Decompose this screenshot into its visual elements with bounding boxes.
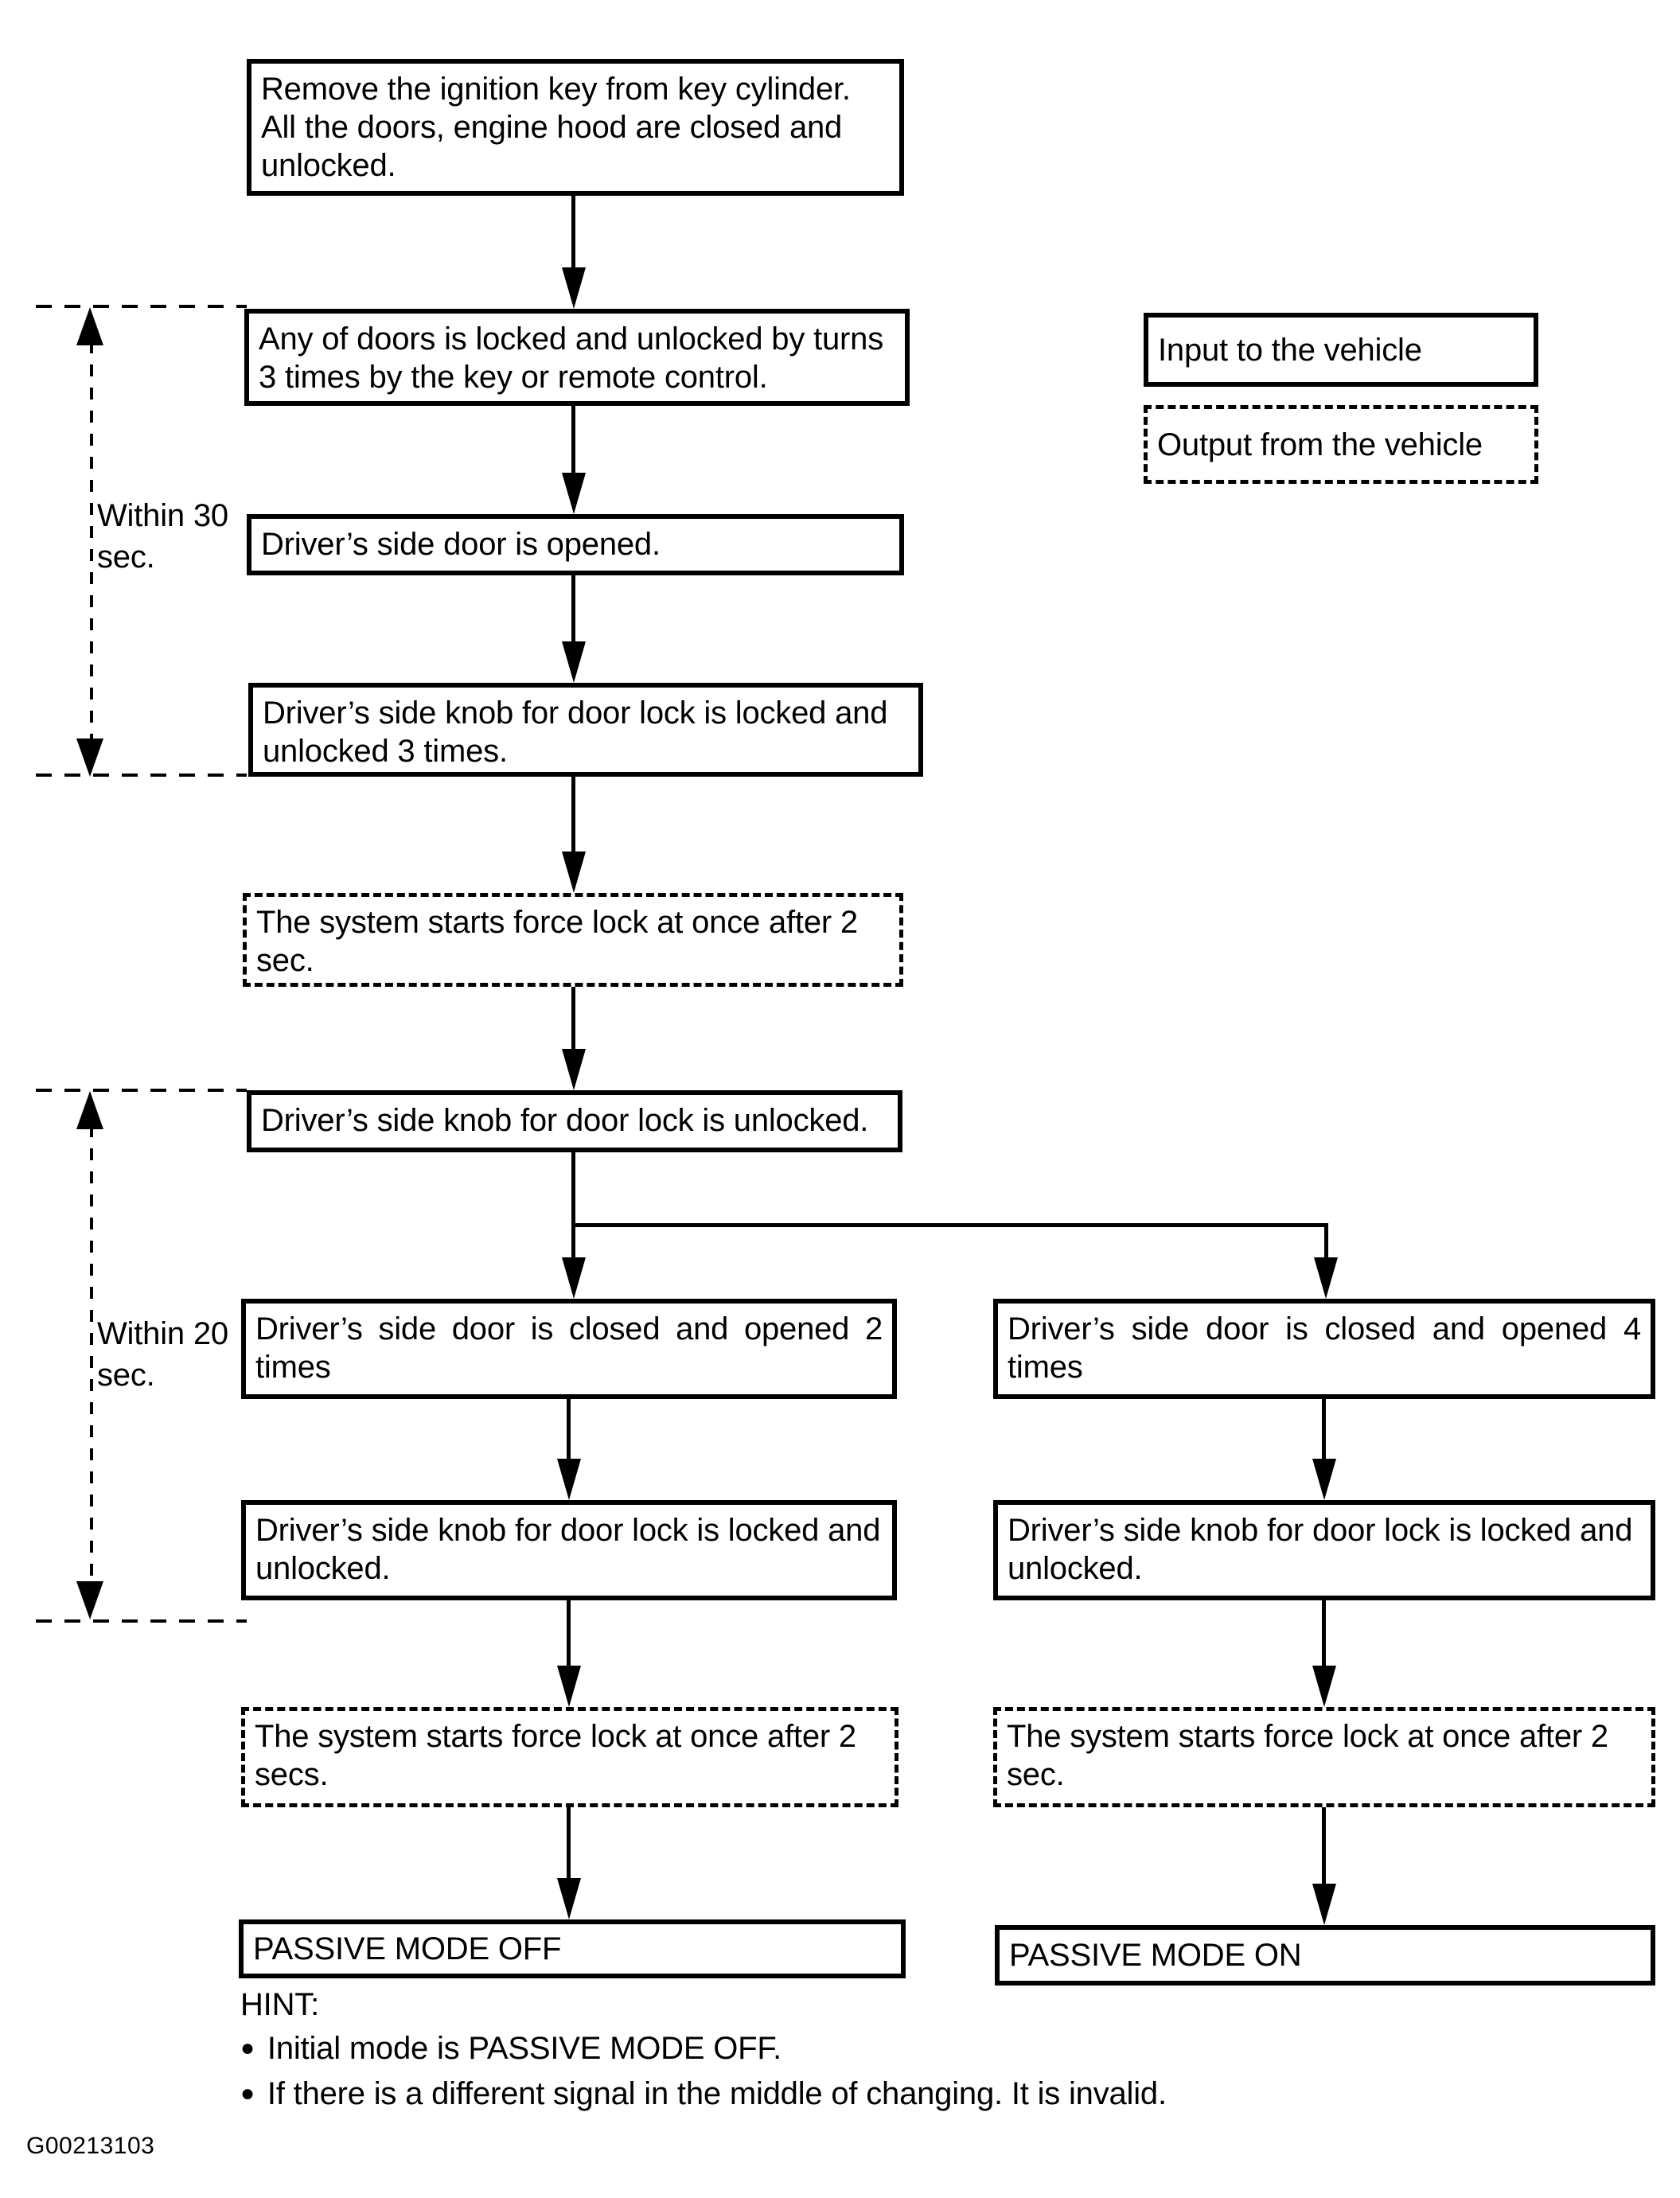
node-door-closed-opened-2-times: Driver’s side door is closed and opened … [241,1299,897,1399]
flow-arrowhead-icon [562,1049,586,1090]
node-force-lock-2sec: The system starts force lock at once aft… [243,893,903,987]
bracket-arrow-up-icon [76,307,103,345]
flow-arrowhead-icon [557,1878,581,1919]
hint-title: HINT: [240,1987,320,2022]
passive-mode-on-label: PASSIVE MODE ON [1009,1938,1302,1973]
hint-bullet: ● If there is a different signal in the m… [240,2076,1167,2112]
node-passive-mode-off: PASSIVE MODE OFF [239,1919,906,1978]
bracket-30-vertical-line [90,318,93,748]
flow-arrowhead-icon [562,1257,586,1299]
flow-arrowhead-icon [562,641,586,683]
hint-bullet: ● Initial mode is PASSIVE MODE OFF. [240,2031,782,2067]
legend-input-label: Input to the vehicle [1158,332,1422,368]
flow-arrowhead-icon [562,852,586,893]
connector-line [1322,1600,1326,1669]
flow-arrowhead-icon [557,1459,581,1500]
bracket-arrow-down-icon [76,739,103,777]
branch-left-line [571,1223,575,1261]
node-door-closed-opened-4-times: Driver’s side door is closed and opened … [993,1299,1655,1399]
branch-right-line [1324,1223,1328,1261]
legend-output-box: Output from the vehicle [1144,405,1538,484]
bracket-20-top-line [36,1089,247,1092]
node-force-lock-2sec-right: The system starts force lock at once aft… [993,1707,1655,1807]
flow-arrowhead-icon [1312,1666,1336,1707]
node-remove-key: Remove the ignition key from key cylinde… [247,59,904,196]
node-door-opened: Driver’s side door is opened. [247,514,904,575]
node-knob-unlocked: Driver’s side knob for door lock is unlo… [247,1090,902,1152]
flow-arrowhead-icon [1312,1884,1336,1925]
bracket-30-bottom-line [36,774,247,777]
branch-stem-line [571,1152,575,1226]
connector-line [571,406,575,476]
flow-arrowhead-icon [557,1666,581,1707]
connector-line [571,575,575,645]
node-passive-mode-on: PASSIVE MODE ON [995,1925,1655,1986]
legend-output-label: Output from the vehicle [1157,427,1483,462]
connector-line [567,1399,571,1462]
bracket-20-bottom-line [36,1619,247,1623]
connector-line [571,987,575,1052]
connector-line [567,1807,571,1881]
hint-bullet-text: If there is a different signal in the mi… [267,2076,1167,2111]
bullet-icon: ● [240,2035,255,2061]
flow-arrowhead-icon [562,267,586,309]
passive-mode-off-label: PASSIVE MODE OFF [253,1931,562,1966]
legend-input-box: Input to the vehicle [1144,313,1538,387]
node-knob-locked-unlocked-right: Driver’s side knob for door lock is lock… [993,1500,1655,1600]
flow-arrowhead-icon [562,473,586,514]
bullet-icon: ● [240,2080,255,2106]
connector-line [1322,1399,1326,1462]
branch-horizontal-line [571,1223,1328,1227]
connector-line [567,1600,571,1669]
hint-bullet-text: Initial mode is PASSIVE MODE OFF. [267,2031,782,2066]
figure-id: G00213103 [26,2133,155,2159]
flow-arrowhead-icon [1314,1257,1338,1299]
bracket-30-top-line [36,305,247,308]
bracket-20-label: Within 20 sec. [97,1316,228,1393]
bracket-arrow-up-icon [76,1091,103,1129]
node-knob-locked-unlocked-3-times: Driver’s side knob for door lock is lock… [248,683,923,777]
connector-line [571,777,575,853]
bracket-20-vertical-line [90,1102,93,1584]
bracket-30-label: Within 30 sec. [97,498,228,575]
flow-arrowhead-icon [1312,1459,1336,1500]
connector-line [1322,1807,1326,1887]
node-knob-locked-unlocked-left: Driver’s side knob for door lock is lock… [241,1500,897,1600]
connector-line [571,196,575,271]
bracket-arrow-down-icon [76,1581,103,1619]
node-any-door-locked-unlocked: Any of doors is locked and unlocked by t… [244,309,910,406]
node-force-lock-2secs-left: The system starts force lock at once aft… [241,1707,898,1807]
